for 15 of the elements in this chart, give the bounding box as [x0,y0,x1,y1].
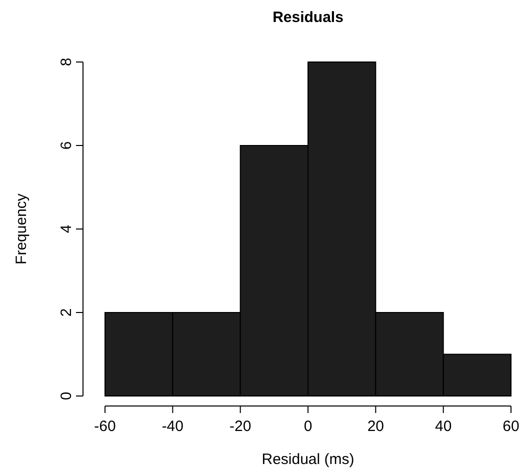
y-axis-title: Frequency [13,193,30,264]
y-tick-label: 8 [58,58,75,66]
x-tick-label: 20 [367,418,384,435]
y-tick-label: 0 [58,392,75,400]
x-tick-label: -20 [229,418,252,435]
y-tick-label: 2 [58,308,75,317]
y-tick-label: 6 [58,141,75,150]
x-tick-label: 0 [304,418,312,435]
chart-title: Residuals [272,9,344,26]
x-tick-label: -40 [162,418,184,435]
y-tick-label: 4 [58,224,75,234]
x-tick-label: -60 [94,418,116,435]
x-axis-title: Residual (ms) [262,451,354,468]
x-tick-label: 40 [434,418,452,435]
x-tick-label: 60 [502,418,520,435]
